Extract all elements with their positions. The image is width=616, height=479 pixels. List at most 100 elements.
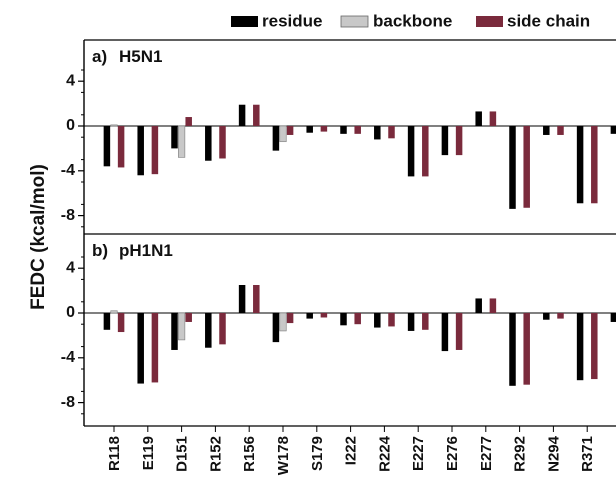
legend-label-backbone: backbone	[373, 11, 452, 30]
bar-residue-N294	[543, 126, 550, 135]
x-tick-label: E119	[140, 436, 157, 470]
bar-residue-R224	[374, 313, 381, 328]
bar-side-chain-R156	[253, 285, 260, 313]
x-tick-label: I222	[343, 436, 360, 465]
bar-side-chain-E277	[489, 298, 497, 313]
bar-residue-R152	[205, 313, 212, 348]
bar-residue-E276	[441, 126, 449, 156]
bar-backbone-D151	[178, 312, 186, 341]
x-tick-label: R156	[241, 436, 258, 472]
bar-residue-E119	[137, 313, 144, 384]
x-tick-label: R118	[106, 436, 123, 471]
bar-residue-R156	[238, 285, 246, 313]
bar-residue-Y406	[610, 313, 616, 322]
bar-residue-E277	[475, 298, 482, 313]
bar-residue-R156	[238, 104, 246, 126]
bar-side-chain-E277	[489, 111, 497, 126]
bar-side-chain-R371	[591, 313, 598, 380]
bar-residue-D151	[171, 313, 178, 350]
panel-label: a)	[92, 47, 107, 66]
y-tick-label: -4	[61, 162, 75, 179]
y-tick-label: 0	[66, 304, 75, 321]
panel-label: b)	[92, 241, 108, 260]
bar-side-chain-E119	[151, 126, 159, 175]
x-tick-label: Y406	[613, 436, 616, 471]
bar-residue-S179	[306, 313, 313, 319]
y-tick-label: -8	[61, 207, 75, 224]
bar-residue-R292	[509, 126, 516, 209]
bar-residue-R152	[205, 126, 212, 161]
bar-residue-N294	[543, 313, 550, 320]
bar-side-chain-W178	[286, 313, 294, 324]
bar-side-chain-I222	[354, 313, 361, 325]
bar-residue-E227	[407, 126, 415, 177]
bar-residue-R118	[103, 313, 111, 330]
bar-residue-R224	[374, 126, 381, 140]
bar-backbone-W178	[279, 125, 287, 143]
bar-side-chain-R118	[117, 313, 125, 333]
panel-a: 4 0 -4 -8 a) H5N1	[61, 39, 616, 234]
bar-side-chain-R152	[219, 313, 226, 345]
y-tick-label: 4	[66, 72, 75, 89]
bar-residue-S179	[306, 126, 313, 133]
bar-side-chain-R156	[253, 104, 260, 126]
x-tick-label: D151	[174, 436, 191, 472]
bar-residue-I222	[340, 313, 347, 326]
y-tick-label: -4	[61, 349, 75, 366]
bar-residue-E276	[441, 313, 449, 352]
panel-title: H5N1	[119, 47, 162, 66]
y-tick-label: 4	[66, 259, 75, 276]
bar-backbone-W178	[279, 312, 287, 332]
panel-b: 4 0 -4 -8 b) pH1N1	[61, 233, 616, 426]
bar-residue-W178	[272, 313, 280, 343]
x-tick-label: R371	[579, 436, 596, 472]
bar-side-chain-W178	[286, 126, 294, 135]
bar-residue-E277	[475, 111, 482, 126]
bar-side-chain-R292	[523, 313, 530, 385]
bar-backbone-D151	[178, 125, 186, 158]
panels: 4 0 -4 -8 a) H5N1 4 0 -4 -8 b) pH1N1	[61, 39, 616, 426]
bar-residue-R371	[576, 126, 584, 204]
legend-label-side-chain: side chain	[507, 11, 590, 30]
x-tick-label: E227	[410, 436, 427, 471]
bar-residue-R118	[103, 126, 111, 167]
legend-swatch-side-chain	[476, 16, 503, 27]
bar-side-chain-R224	[388, 126, 395, 139]
bar-backbone-R118	[110, 124, 118, 127]
bar-side-chain-R292	[523, 126, 530, 208]
legend: residue backbone side chain	[231, 11, 590, 30]
y-tick-label: 0	[66, 117, 75, 134]
x-tick-label: N294	[545, 435, 562, 472]
bar-side-chain-E276	[455, 126, 463, 156]
bar-side-chain-N294	[557, 313, 564, 319]
x-tick-label: E277	[478, 436, 495, 471]
bar-backbone-R118	[110, 310, 118, 314]
bar-side-chain-D151	[185, 313, 192, 322]
legend-label-residue: residue	[262, 11, 322, 30]
bar-residue-E119	[137, 126, 144, 176]
x-tick-label: R152	[207, 436, 224, 472]
x-tick-label: R224	[376, 435, 393, 472]
bar-residue-R371	[576, 313, 584, 381]
bar-side-chain-R152	[219, 126, 226, 159]
bar-residue-W178	[272, 126, 280, 151]
bar-side-chain-N294	[557, 126, 564, 135]
bar-side-chain-R371	[591, 126, 598, 204]
bar-side-chain-D151	[185, 117, 192, 126]
x-tick-label: E276	[444, 436, 461, 471]
y-tick-label: -8	[61, 394, 75, 411]
bar-side-chain-S179	[320, 126, 328, 132]
bar-residue-D151	[171, 126, 178, 149]
bar-side-chain-E227	[422, 126, 429, 177]
bar-side-chain-I222	[354, 126, 361, 134]
legend-swatch-backbone	[340, 15, 369, 28]
bar-side-chain-E119	[151, 313, 159, 383]
bar-side-chain-E276	[455, 313, 463, 350]
x-tick-label: W178	[275, 436, 292, 475]
bar-residue-Y406	[610, 126, 616, 134]
x-tick-label: S179	[309, 436, 326, 471]
bar-residue-E227	[407, 313, 415, 331]
bar-side-chain-E227	[422, 313, 429, 330]
legend-swatch-residue	[231, 16, 258, 27]
